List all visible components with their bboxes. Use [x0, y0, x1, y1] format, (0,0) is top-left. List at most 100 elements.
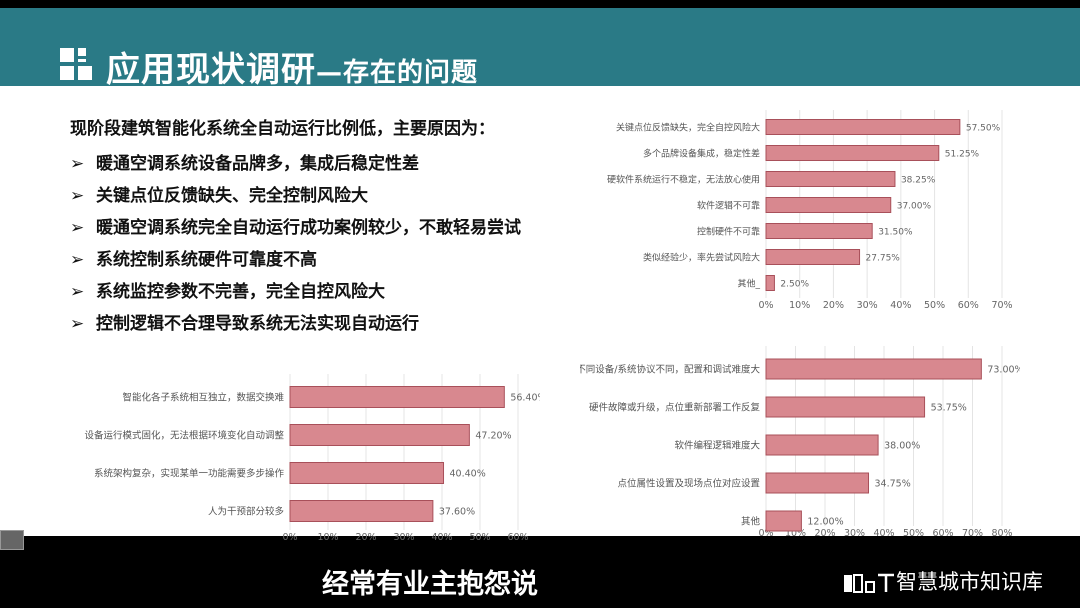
data-label: 37.60% — [439, 507, 475, 518]
data-label: 73.00% — [987, 365, 1020, 376]
bar-chart: 0% 10% 20% 30% 40% 50% 60% 智能化各子系统相互独立，数据交换难 56.… — [84, 374, 540, 543]
category-label: 不同设备/系统协议不同，配置和调试难度大 — [580, 364, 760, 376]
data-label: 12.00% — [807, 517, 843, 528]
data-label: 27.75% — [866, 254, 901, 264]
chart-top-right: 0% 10% 20% 30% 40% 50% 60% 70% 关键点位反馈缺失，完全自控风险大 5… — [580, 104, 1020, 324]
data-label: 56.40% — [510, 393, 540, 404]
video-caption: 经常有业主抱怨说 — [322, 569, 538, 600]
tick-label: 20% — [823, 300, 844, 311]
tick-label: 30% — [844, 528, 865, 539]
tick-label: 20% — [814, 528, 835, 539]
bar — [289, 500, 434, 522]
list-item: ➢ 关键点位反馈缺失、完全控制风险大 — [70, 180, 521, 212]
watermark: 智慧城市知识库 — [842, 566, 1043, 596]
list-item: ➢ 系统监控参数不完善，完全自控风险大 — [70, 276, 521, 308]
bar-chart: 0% 10% 20% 30% 40% 50% 60% 70% 80% 不同设备/系统协议不同，配置… — [580, 346, 1020, 539]
category-label: 软件逻辑不可靠 — [697, 200, 760, 212]
tick-label: 50% — [469, 532, 490, 543]
tick-label: 50% — [903, 528, 924, 539]
arrow-bullet-icon: ➢ — [70, 314, 85, 334]
slide-title: 应用现状调研—存在的问题 — [106, 42, 478, 91]
bar — [765, 119, 961, 135]
tick-label: 70% — [991, 300, 1012, 311]
title-main: 应用现状调研 — [106, 50, 316, 90]
tick-label: 40% — [431, 532, 452, 543]
slide-header: 应用现状调研—存在的问题 — [0, 8, 1080, 90]
tick-label: 0% — [282, 532, 297, 543]
tick-label: 10% — [789, 300, 810, 311]
bar — [289, 424, 470, 446]
category-label: 硬软件系统运行不稳定，无法放心使用 — [607, 174, 760, 186]
category-label: 智能化各子系统相互独立，数据交换难 — [122, 392, 284, 404]
list-item: ➢ 控制逻辑不合理导致系统无法实现自动运行 — [70, 308, 521, 340]
bar — [765, 249, 861, 265]
category-label: 硬件故障或升级，点位重新部署工作反复 — [589, 402, 761, 414]
bar — [765, 197, 892, 213]
category-label: 软件编程逻辑难度大 — [674, 440, 760, 452]
data-label: 38.25% — [901, 176, 936, 186]
tick-label: 0% — [758, 300, 773, 311]
grid-logo-icon — [60, 48, 94, 82]
bar — [765, 472, 870, 494]
category-label: 其他_ — [737, 278, 760, 290]
tick-label: 60% — [507, 532, 528, 543]
bar — [765, 223, 873, 239]
list-item: ➢ 暖通空调系统完全自动运行成功案例较少，不敢轻易尝试 — [70, 212, 521, 244]
reason-list: ➢ 暖通空调系统设备品牌多，集成后稳定性差 ➢ 关键点位反馈缺失、完全控制风险大 ➢… — [70, 148, 521, 340]
tick-label: 30% — [393, 532, 414, 543]
arrow-bullet-icon: ➢ — [70, 154, 85, 174]
intro-text: 现阶段建筑智能化系统全自动运行比例低，主要原因为： — [70, 119, 495, 139]
category-label: 类似经验少，率先尝试风险大 — [643, 252, 760, 264]
data-label: 34.75% — [875, 479, 911, 490]
category-label: 人为干预部分较多 — [208, 506, 284, 518]
bar — [765, 171, 896, 187]
data-label: 31.50% — [878, 228, 913, 238]
window-control-icon[interactable] — [0, 530, 24, 550]
bar — [289, 386, 505, 408]
category-label: 系统架构复杂，实现某单一功能需要多步操作 — [94, 468, 285, 480]
data-label: 40.40% — [450, 469, 486, 480]
chart-bottom-right: 0% 10% 20% 30% 40% 50% 60% 70% 80% 不同设备/系统协议不同，配置… — [580, 342, 1020, 548]
arrow-bullet-icon: ➢ — [70, 186, 85, 206]
arrow-bullet-icon: ➢ — [70, 282, 85, 302]
category-label: 关键点位反馈缺失，完全自控风险大 — [616, 122, 760, 134]
data-label: 47.20% — [475, 431, 511, 442]
bar — [765, 510, 802, 532]
category-label: 多个品牌设备集成，稳定性差 — [643, 148, 760, 160]
data-label: 38.00% — [884, 441, 920, 452]
tick-label: 20% — [355, 532, 376, 543]
data-label: 37.00% — [897, 202, 932, 212]
category-label: 控制硬件不可靠 — [697, 226, 760, 238]
list-item: ➢ 暖通空调系统设备品牌多，集成后稳定性差 — [70, 148, 521, 180]
category-label: 其他 — [741, 516, 761, 528]
bar — [765, 396, 926, 418]
tick-label: 10% — [785, 528, 806, 539]
tick-label: 50% — [924, 300, 945, 311]
tick-label: 70% — [962, 528, 983, 539]
tick-label: 60% — [932, 528, 953, 539]
arrow-bullet-icon: ➢ — [70, 250, 85, 270]
data-label: 53.75% — [931, 403, 967, 414]
tick-label: 40% — [873, 528, 894, 539]
category-label: 设备运行模式固化，无法根据环境变化自动调整 — [84, 430, 284, 442]
data-label: 57.50% — [966, 124, 1001, 134]
bar — [765, 275, 775, 291]
tick-label: 0% — [758, 528, 773, 539]
watermark-logo-icon — [844, 573, 894, 593]
tick-label: 30% — [857, 300, 878, 311]
tick-label: 10% — [317, 532, 338, 543]
bar — [765, 358, 982, 380]
bar — [765, 434, 879, 456]
chart-bottom-left: 0% 10% 20% 30% 40% 50% 60% 智能化各子系统相互独立，数据交换难 56.… — [60, 368, 540, 554]
tick-label: 60% — [958, 300, 979, 311]
tick-label: 80% — [991, 528, 1012, 539]
bar — [289, 462, 445, 484]
bar-chart: 0% 10% 20% 30% 40% 50% 60% 70% 关键点位反馈缺失，完全自控风险大 5… — [607, 110, 1013, 311]
tick-label: 40% — [890, 300, 911, 311]
presentation-slide: 应用现状调研—存在的问题 现阶段建筑智能化系统全自动运行比例低，主要原因为： ➢… — [0, 8, 1080, 543]
title-sub: —存在的问题 — [316, 58, 479, 88]
list-item: ➢ 系统控制系统硬件可靠度不高 — [70, 244, 521, 276]
watermark-text: 智慧城市知识库 — [896, 570, 1043, 594]
data-label: 51.25% — [945, 150, 980, 160]
bar — [765, 145, 940, 161]
